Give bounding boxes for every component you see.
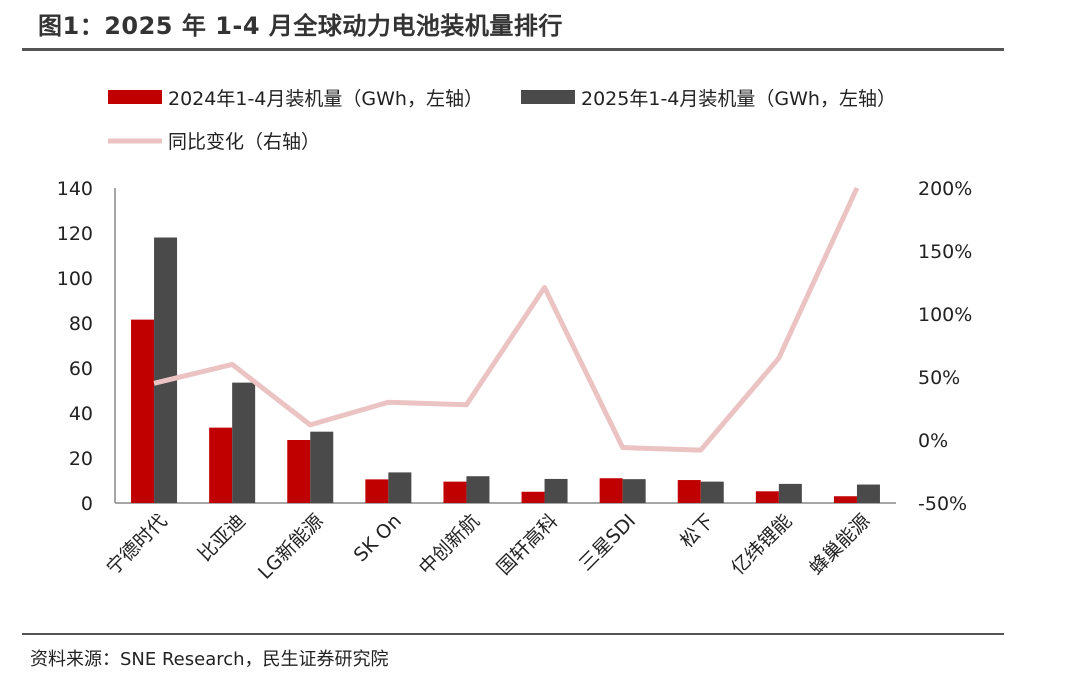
bar-2025 [778,483,802,503]
x-tick-label: 国轩高科 [493,510,562,579]
legend-label-2024: 2024年1-4月装机量（GWh，左轴） [168,88,483,110]
title-divider [22,48,1004,51]
x-tick-label: SK On [350,510,406,566]
left-tick-label: 140 [57,178,93,200]
bar-2024 [365,479,389,503]
bar-2024 [833,496,857,503]
right-tick-label: 150% [918,241,972,263]
left-tick-label: 40 [69,403,93,425]
right-tick-label: 0% [918,430,948,452]
bar-2024 [599,478,623,503]
left-tick-label: 80 [69,313,93,335]
bar-2025 [388,472,412,503]
bar-2024 [131,319,155,503]
right-tick-label: 200% [918,178,972,200]
x-tick-label: 比亚迪 [194,510,250,566]
bar-2024 [521,491,545,503]
bar-2025 [700,481,724,503]
x-tick-label: 三星SDI [575,510,640,575]
x-tick-label: 宁德时代 [102,510,171,579]
left-tick-label: 120 [57,223,93,245]
bar-2025 [310,431,334,503]
bar-2025 [466,476,490,503]
x-tick-label: 蜂巢能源 [805,510,874,579]
bars [131,237,880,503]
legend: 2024年1-4月装机量（GWh，左轴） 2025年1-4月装机量（GWh，左轴）… [108,88,896,153]
footer-divider [22,633,1004,635]
x-tick-label: 中创新航 [415,510,484,579]
chart-title: 图1：2025 年 1-4 月全球动力电池装机量排行 [38,12,563,40]
bar-2024 [209,427,233,503]
x-tick-label: 亿纬锂能 [727,510,796,579]
legend-label-2025: 2025年1-4月装机量（GWh，左轴） [581,88,896,110]
legend-label-yoy: 同比变化（右轴） [168,131,320,153]
axes: 0 20 40 60 80 100 120 140 -50% 0% 50% 100% 150% 200% [57,178,973,515]
bar-2025 [154,237,178,503]
chart-canvas: 2024年1-4月装机量（GWh，左轴） 2025年1-4月装机量（GWh，左轴）… [57,88,973,584]
bar-2025 [232,382,256,503]
left-tick-label: 20 [69,448,93,470]
bar-2025 [856,484,880,503]
yoy-line [153,186,860,453]
bar-2024 [287,440,311,503]
right-tick-label: 50% [918,367,960,389]
left-tick-label: 0 [81,493,93,515]
right-tick-label: -50% [918,493,967,515]
x-axis-labels: 宁德时代 比亚迪 LG新能源 SK On 中创新航 国轩高科 三星SDI 松下 亿纬锂能 蜂巢能源 [102,510,874,584]
legend-swatch-2024 [108,90,162,104]
bar-2024 [443,481,467,503]
yoy-line-layer [153,186,860,453]
source-note: 资料来源：SNE Research，民生证券研究院 [30,649,389,670]
bar-2024 [677,480,701,503]
bar-2025 [544,478,568,503]
x-tick-label: 松下 [676,510,718,552]
legend-swatch-2025 [521,90,575,104]
left-tick-label: 100 [57,268,93,290]
left-tick-label: 60 [69,358,93,380]
bar-2024 [755,491,779,503]
right-tick-label: 100% [918,304,972,326]
x-tick-label: LG新能源 [254,510,328,584]
bar-2025 [622,479,646,503]
